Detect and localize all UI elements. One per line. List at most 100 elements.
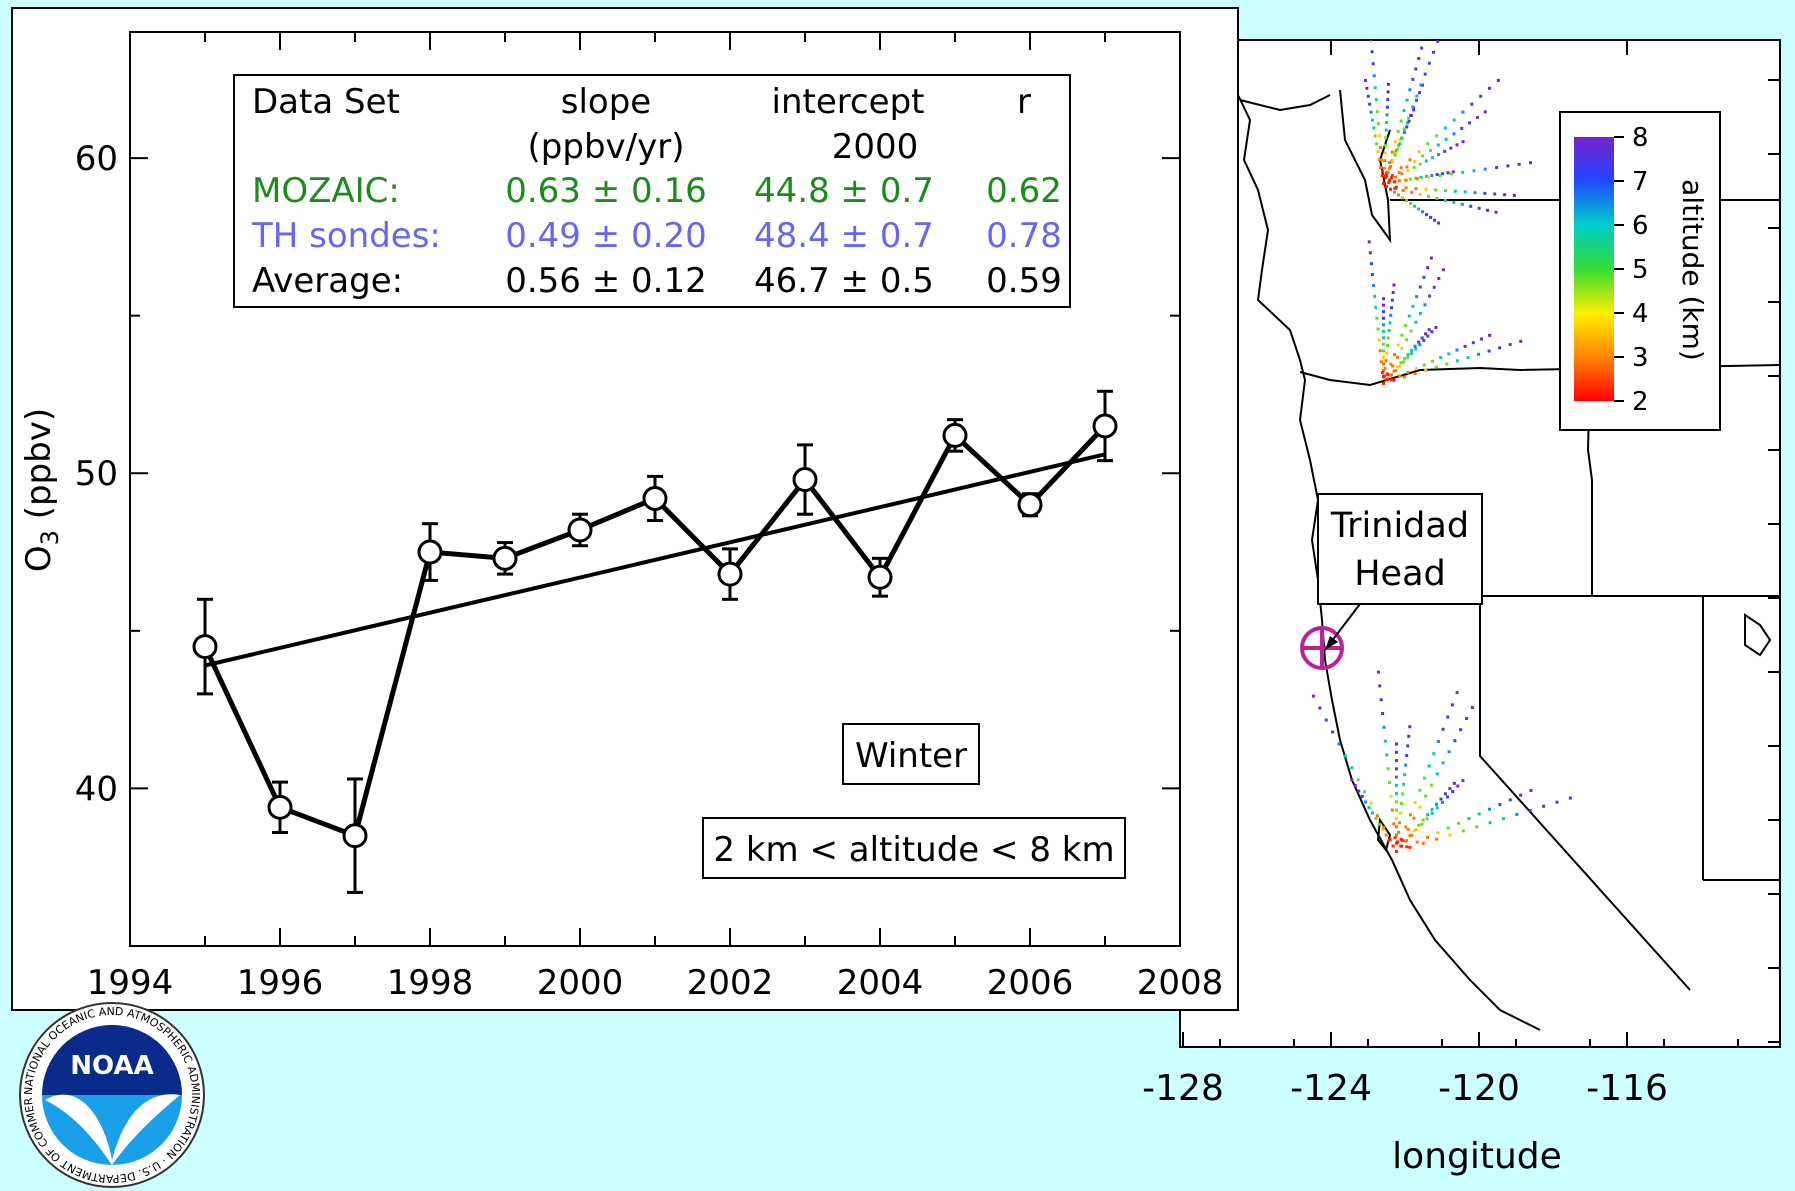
trend-line-group — [204, 452, 1106, 668]
colorbar-tick-label: 4 — [1632, 299, 1649, 329]
trajectory-point — [1367, 806, 1371, 810]
trajectory-point — [1393, 353, 1397, 357]
trajectory-point — [1390, 150, 1394, 154]
trinidad-head-marker — [1300, 603, 1361, 670]
x-tick-label: 2006 — [987, 963, 1074, 1003]
trajectory-point — [1406, 121, 1410, 125]
trajectory-point — [1436, 831, 1440, 835]
trajectory-point — [1411, 77, 1415, 81]
trajectory-point — [1403, 375, 1407, 379]
trajectory-point — [1420, 46, 1424, 50]
trajectory-point — [1388, 838, 1392, 842]
trajectory-point — [1393, 153, 1397, 157]
colorbar-tick-label: 2 — [1632, 387, 1649, 417]
trajectory-point — [1405, 98, 1409, 102]
trajectory-point — [1405, 754, 1409, 758]
trajectory-point — [1455, 143, 1459, 147]
trajectory-point — [1393, 190, 1397, 194]
trajectory-scatter — [1311, 40, 1572, 853]
trajectory-point — [1374, 98, 1378, 102]
trinidad-head-label-box: Trinidad Head — [1317, 493, 1483, 605]
trajectory-point — [1364, 800, 1368, 804]
trajectory-point — [1394, 151, 1398, 155]
trajectory-point — [1406, 370, 1410, 374]
trajectory-point — [1370, 811, 1374, 815]
trajectory-point — [1399, 811, 1403, 815]
data-point — [417, 539, 443, 565]
trajectory-point — [1311, 694, 1315, 698]
trajectory-point — [1387, 181, 1391, 185]
trajectory-point — [1382, 297, 1385, 301]
trajectory-point — [1403, 129, 1407, 133]
stats-table: Data Set slope intercept r (ppbv/yr) 200… — [233, 74, 1071, 308]
trajectory-point — [1441, 268, 1445, 272]
trajectory-point — [1400, 333, 1404, 337]
trajectory-point — [1404, 763, 1408, 767]
trajectory-point — [1396, 129, 1400, 133]
trajectory-point — [1542, 804, 1546, 808]
trajectory-point — [1408, 177, 1412, 181]
trajectory-point — [1386, 344, 1390, 348]
trajectory-point — [1395, 800, 1398, 804]
x-tick-label: 1994 — [87, 963, 174, 1003]
trajectory-point — [1429, 256, 1433, 260]
trajectory-point — [1425, 213, 1429, 217]
trajectory-point — [1447, 352, 1451, 356]
trajectory-point — [1436, 739, 1440, 743]
trajectory-point — [1439, 356, 1443, 360]
trajectory-point — [1375, 814, 1379, 818]
trajectory-point — [1356, 778, 1360, 782]
trajectory-point — [1455, 348, 1459, 352]
trajectory-point — [1400, 172, 1404, 176]
trajectory-point — [1386, 90, 1390, 94]
trajectory-point — [1369, 40, 1373, 42]
trajectory-point — [1398, 142, 1402, 146]
trajectory-point — [1387, 82, 1391, 86]
trajectory-point — [1377, 822, 1381, 826]
trajectory-point — [1418, 343, 1422, 347]
trajectory-point — [1455, 359, 1459, 363]
trajectory-point — [1383, 143, 1387, 147]
trajectory-point — [1488, 333, 1492, 337]
trajectory-point — [1461, 110, 1465, 114]
trajectory-point — [1403, 839, 1407, 843]
trajectory-point — [1395, 355, 1399, 359]
col-header-dataset: Data Set — [252, 82, 400, 122]
trajectory-point — [1395, 841, 1398, 845]
map-panel: Trinidad Head 2 3 4 5 6 7 8 altitude (km) long… — [1142, 39, 1781, 1177]
trajectory-point — [1406, 827, 1410, 831]
trajectory-point — [1403, 357, 1407, 361]
site-label-line2: Head — [1354, 554, 1446, 594]
trajectory-point — [1402, 360, 1406, 364]
season-label: Winter — [855, 736, 967, 776]
data-point — [1017, 492, 1043, 518]
trajectory-point — [1385, 174, 1389, 178]
row-slope: 0.56 ± 0.12 — [505, 261, 707, 301]
trajectory-point — [1503, 193, 1507, 197]
trajectory-point — [1385, 120, 1389, 124]
trajectory-point — [1434, 326, 1438, 330]
data-point — [717, 561, 743, 587]
trajectory-point — [1386, 98, 1390, 102]
trajectory-point — [1407, 734, 1411, 738]
trajectory-point — [1459, 728, 1463, 732]
trajectory-point — [1427, 764, 1431, 768]
trajectory-point — [1373, 134, 1377, 138]
trajectory-point — [1404, 178, 1408, 182]
trajectory-point — [1444, 137, 1448, 141]
trajectory-point — [1434, 188, 1438, 192]
colorbar-tick-label: 5 — [1632, 255, 1649, 285]
trajectory-point — [1408, 834, 1412, 838]
x-tick-label: 1998 — [387, 963, 474, 1003]
trajectory-point — [1415, 177, 1419, 181]
trajectory-point — [1412, 816, 1416, 820]
map-x-tick-label: -128 — [1142, 1068, 1224, 1109]
trajectory-point — [1430, 330, 1434, 334]
trajectory-point — [1519, 339, 1523, 343]
trajectory-point — [1422, 363, 1426, 367]
trajectory-point — [1494, 210, 1498, 214]
trajectory-point — [1488, 807, 1492, 811]
trajectory-point — [1446, 171, 1450, 175]
trajectory-point — [1506, 164, 1510, 168]
trajectory-point — [1379, 166, 1383, 170]
